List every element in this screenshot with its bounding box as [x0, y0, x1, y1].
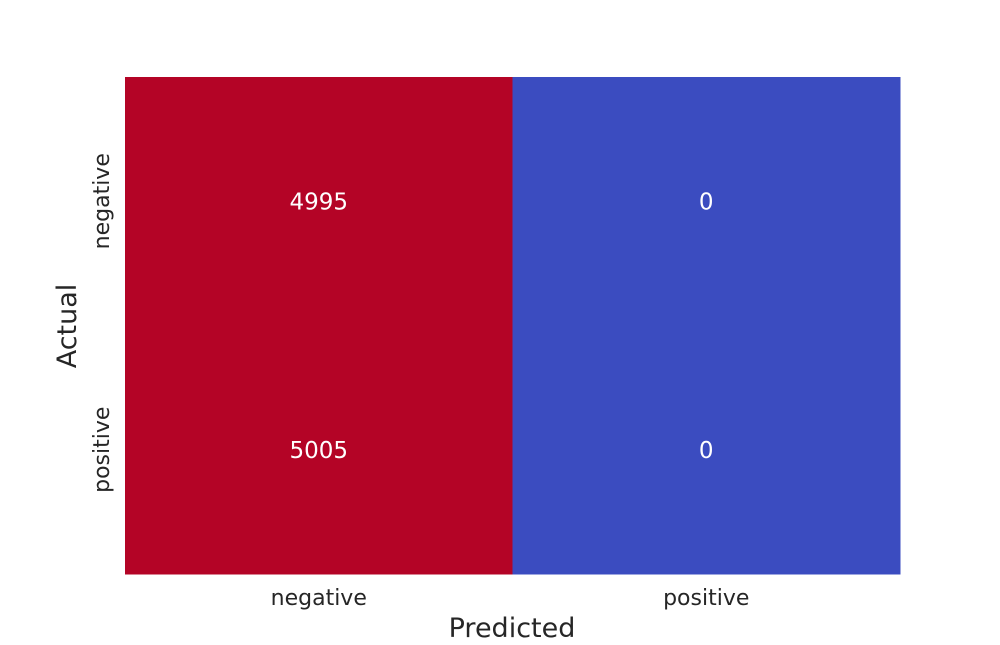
y-axis-label: Actual — [52, 284, 83, 369]
cell-value-label-positive-negative: 5005 — [289, 438, 348, 464]
cell-value-label-positive-positive: 0 — [699, 438, 714, 464]
heatmap-cell-labels: 4995 0 5005 0 — [289, 189, 713, 464]
heatmap-cell-negative-negative — [125, 77, 513, 326]
cell-value-label-negative-negative: 4995 — [289, 189, 348, 215]
x-axis-label: Predicted — [449, 613, 576, 644]
x-tick-label-negative: negative — [271, 586, 367, 611]
x-tick-label-positive: positive — [663, 586, 749, 611]
heatmap-cell-positive-negative — [125, 325, 513, 575]
heatmap-cells — [125, 77, 901, 575]
y-tick-label-negative: negative — [90, 153, 115, 249]
y-tick-label-positive: positive — [90, 407, 115, 493]
x-tick-labels: negative positive — [271, 586, 750, 611]
heatmap-cell-negative-positive — [512, 77, 901, 326]
heatmap-cell-positive-positive — [512, 325, 901, 575]
y-tick-labels: negative positive — [90, 153, 115, 493]
cell-value-label-negative-positive: 0 — [699, 189, 714, 215]
